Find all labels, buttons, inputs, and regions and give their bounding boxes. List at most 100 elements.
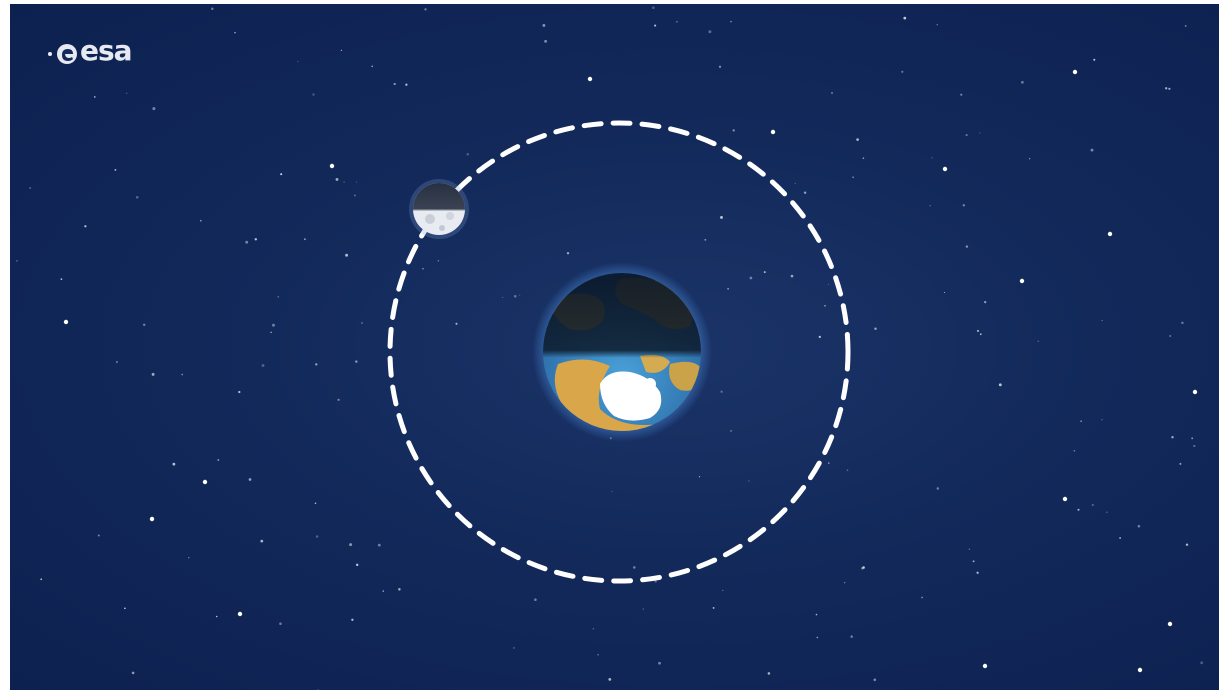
star: [815, 613, 818, 616]
star: [355, 181, 357, 183]
star: [965, 245, 969, 248]
star: [199, 219, 202, 222]
star: [903, 16, 907, 20]
star: [763, 271, 766, 274]
star: [60, 278, 63, 280]
star: [424, 8, 427, 11]
star: [303, 238, 306, 241]
star: [929, 205, 931, 207]
star: [361, 322, 363, 324]
star: [337, 398, 340, 401]
star: [261, 364, 265, 367]
star: [1072, 69, 1078, 75]
star: [135, 195, 139, 199]
star: [181, 373, 184, 376]
star: [1193, 444, 1196, 448]
star: [142, 323, 146, 327]
star: [202, 479, 208, 485]
star: [151, 372, 155, 376]
star: [131, 671, 135, 675]
star: [676, 20, 678, 23]
star: [592, 628, 594, 630]
star: [314, 502, 317, 505]
star: [642, 608, 644, 610]
star: [816, 636, 819, 639]
star: [519, 294, 521, 296]
moon-icon: [409, 179, 469, 239]
star: [767, 672, 771, 675]
star: [1137, 667, 1143, 673]
star: [976, 329, 980, 332]
star: [984, 300, 987, 304]
star: [732, 129, 735, 132]
star: [862, 566, 865, 569]
logo-dot: [48, 51, 52, 56]
star: [1028, 158, 1031, 160]
star: [982, 663, 988, 669]
star: [597, 654, 599, 656]
star: [248, 478, 252, 481]
star: [245, 240, 249, 244]
star: [277, 296, 279, 298]
star: [1091, 503, 1094, 507]
star: [730, 429, 733, 432]
star: [114, 168, 117, 171]
star: [329, 163, 335, 169]
star: [188, 557, 190, 559]
star: [1185, 543, 1189, 546]
star: [1073, 449, 1076, 452]
star: [237, 611, 243, 617]
star: [960, 93, 963, 96]
star: [633, 566, 636, 569]
star: [349, 543, 353, 547]
star: [790, 274, 794, 278]
star: [962, 204, 966, 207]
star: [874, 327, 877, 330]
star: [254, 238, 257, 241]
star: [818, 335, 821, 339]
star: [968, 548, 971, 550]
star: [824, 304, 826, 307]
star: [405, 83, 408, 86]
star: [931, 157, 933, 159]
star: [63, 319, 69, 325]
star: [1181, 321, 1184, 325]
star: [335, 177, 339, 181]
star: [1106, 511, 1108, 513]
star: [343, 181, 345, 183]
esa-logo: esa: [48, 37, 133, 65]
star: [353, 194, 356, 197]
star: [608, 678, 612, 681]
star: [921, 596, 923, 599]
star: [1165, 87, 1168, 90]
star: [1171, 435, 1174, 439]
star: [272, 323, 275, 327]
star: [234, 31, 236, 34]
star: [979, 132, 981, 134]
star: [979, 333, 982, 336]
star: [355, 563, 359, 567]
star: [211, 7, 214, 11]
star: [351, 618, 354, 621]
star: [1093, 58, 1096, 61]
star: [850, 635, 853, 638]
star: [704, 238, 707, 241]
star: [654, 580, 657, 583]
esa-mark-icon: [57, 43, 77, 64]
star: [502, 296, 504, 298]
star: [1191, 437, 1194, 440]
star: [382, 590, 385, 592]
star: [315, 535, 319, 538]
star: [345, 253, 349, 257]
star: [544, 39, 548, 43]
star: [748, 480, 750, 482]
star: [93, 96, 96, 98]
star: [651, 6, 655, 10]
star: [727, 287, 730, 290]
star: [698, 476, 701, 478]
star: [708, 30, 712, 34]
star: [712, 606, 715, 609]
star: [512, 646, 515, 649]
star: [466, 153, 470, 156]
star: [355, 360, 358, 363]
